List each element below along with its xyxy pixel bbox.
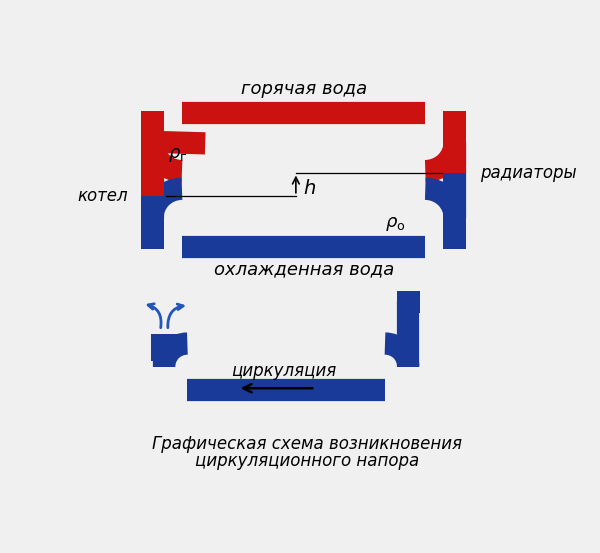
Bar [141, 196, 164, 249]
Text: циркуляция: циркуляция [232, 362, 337, 380]
Bar [141, 111, 164, 197]
Text: охлажденная вода: охлажденная вода [214, 260, 394, 278]
Bar [443, 173, 466, 249]
Text: циркуляционного напора: циркуляционного напора [196, 452, 419, 471]
Text: $\rho_\mathregular{о}$: $\rho_\mathregular{о}$ [385, 215, 406, 233]
Text: котел: котел [77, 187, 128, 205]
Text: h: h [304, 179, 316, 197]
Text: радиаторы: радиаторы [481, 164, 577, 181]
Bar [397, 291, 420, 313]
Text: Графическая схема возникновения: Графическая схема возникновения [152, 435, 463, 453]
Bar [151, 335, 178, 361]
Text: горячая вода: горячая вода [241, 80, 367, 98]
Text: $\rho_\mathregular{г}$: $\rho_\mathregular{г}$ [168, 146, 187, 164]
Bar [443, 111, 466, 174]
